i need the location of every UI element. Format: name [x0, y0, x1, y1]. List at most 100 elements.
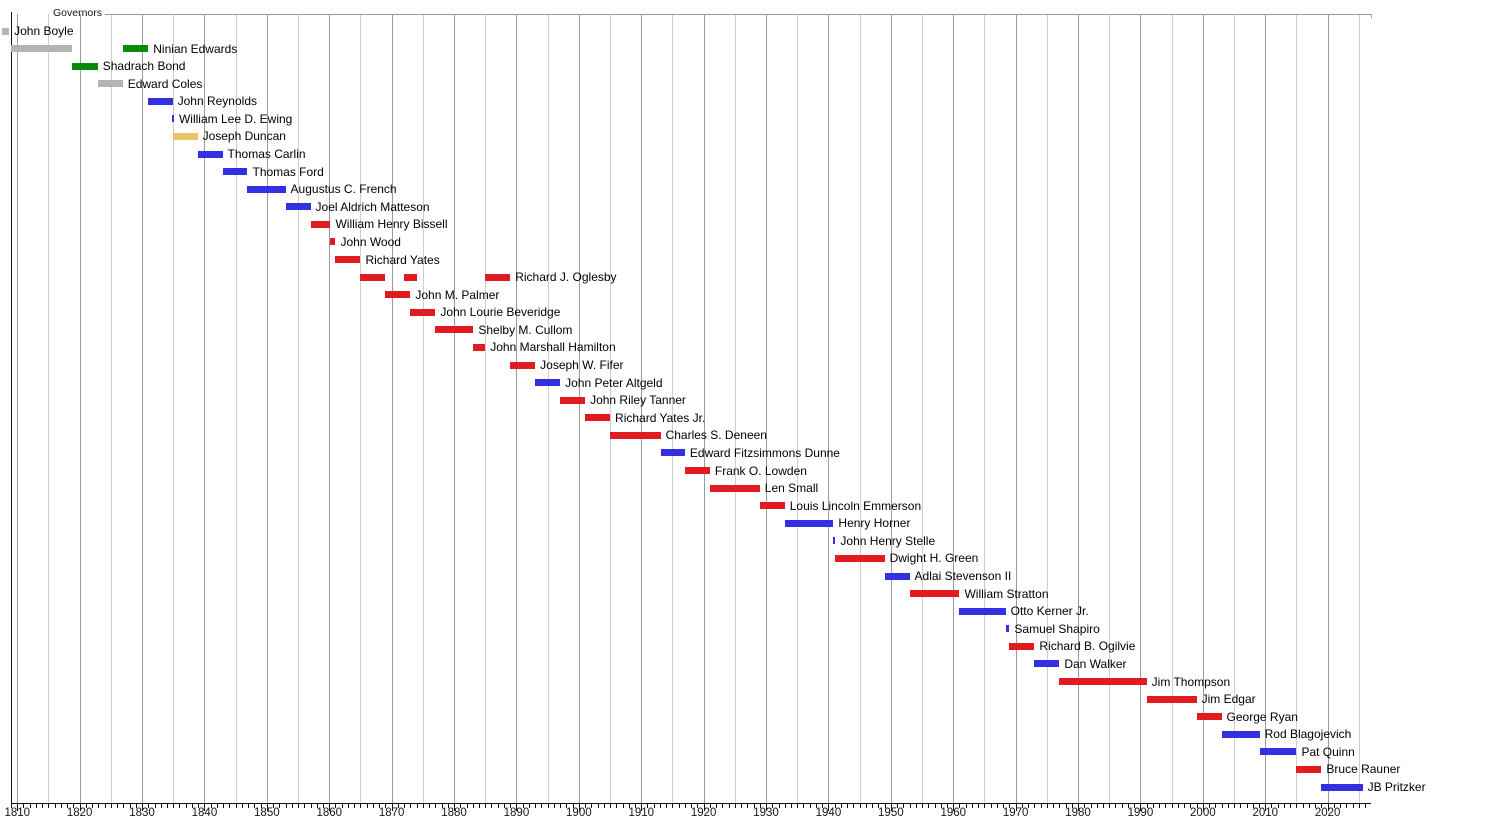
- axis-tick-label: 1930: [753, 807, 779, 819]
- timeline-bar: [172, 132, 198, 140]
- axis-tick-minor: [291, 804, 293, 808]
- axis-tick-minor: [104, 804, 106, 808]
- governor-label: Richard Yates: [365, 252, 440, 267]
- grid-line-minor: [547, 14, 549, 803]
- axis-tick-major: [953, 804, 955, 811]
- governor-label: Len Small: [764, 481, 819, 496]
- grid-line-major: [953, 14, 955, 803]
- governor-label: George Ryan: [1226, 709, 1298, 724]
- axis-tick-minor: [298, 804, 300, 808]
- axis-tick-minor: [347, 804, 349, 808]
- timeline-bar: [1259, 748, 1297, 756]
- plot-top-border: [105, 14, 1371, 15]
- timeline-bar: [1009, 642, 1035, 650]
- axis-tick-minor: [1109, 804, 1111, 808]
- grid-line-major: [454, 14, 456, 803]
- grid-line-major: [1202, 14, 1204, 803]
- axis-tick-major: [766, 804, 768, 811]
- axis-tick-minor: [535, 804, 537, 808]
- governor-label: JB Pritzker: [1367, 780, 1426, 795]
- axis-tick-minor: [597, 804, 599, 808]
- governor-label: Jim Thompson: [1151, 674, 1231, 689]
- axis-tick-major: [703, 804, 705, 811]
- axis-tick-minor: [29, 804, 31, 808]
- timeline-bar: [759, 502, 785, 510]
- timeline-bar: [404, 273, 417, 281]
- timeline-bar: [335, 256, 361, 264]
- axis-tick-minor: [422, 804, 424, 808]
- axis-tick-minor: [878, 804, 880, 808]
- axis-tick-minor: [410, 804, 412, 808]
- axis-tick-label: 1980: [1065, 807, 1091, 819]
- grid-line-major: [391, 14, 393, 803]
- timeline-bar: [784, 519, 834, 527]
- governor-label: William Stratton: [964, 586, 1049, 601]
- timeline-bar: [97, 80, 123, 88]
- axis-tick-minor: [1028, 804, 1030, 808]
- axis-tick-minor: [366, 804, 368, 808]
- governor-label: Bruce Rauner: [1326, 762, 1401, 777]
- axis-tick-label: 1900: [566, 807, 592, 819]
- axis-tick-major: [1015, 804, 1017, 811]
- axis-tick-minor: [778, 804, 780, 808]
- axis-tick-minor: [647, 804, 649, 808]
- axis-tick-minor: [797, 804, 799, 808]
- axis-tick-minor: [691, 804, 693, 808]
- axis-tick-minor: [697, 804, 699, 808]
- axis-tick-minor: [678, 804, 680, 808]
- governor-label: John Marshall Hamilton: [490, 340, 616, 355]
- axis-tick-label: 1940: [815, 807, 842, 819]
- governor-label: Jim Edgar: [1201, 692, 1256, 707]
- axis-tick-minor: [1333, 804, 1335, 808]
- axis-tick-major: [828, 804, 830, 811]
- governor-label: Richard J. Oglesby: [515, 270, 617, 285]
- axis-tick-major: [1202, 804, 1204, 811]
- axis-tick-minor: [1096, 804, 1098, 808]
- grid-line-major: [516, 14, 518, 803]
- governor-label: Pat Quinn: [1301, 744, 1355, 759]
- axis-tick-minor: [92, 804, 94, 808]
- axis-tick-minor: [1240, 804, 1242, 808]
- axis-tick-label: 1920: [690, 807, 717, 819]
- axis-tick-label: 1840: [191, 807, 218, 819]
- axis-tick-minor: [23, 804, 25, 808]
- axis-tick-minor: [148, 804, 150, 808]
- axis-tick-minor: [722, 804, 724, 808]
- axis-tick-minor: [984, 804, 986, 808]
- axis-tick-minor: [947, 804, 948, 808]
- timeline-bar: [959, 607, 1006, 615]
- axis-tick-label: 1950: [878, 807, 904, 819]
- axis-tick-minor: [934, 804, 936, 808]
- axis-tick-minor: [971, 804, 973, 808]
- axis-tick-minor: [734, 804, 736, 808]
- axis-tick-minor: [472, 804, 474, 808]
- axis-tick-minor: [1252, 804, 1254, 808]
- axis-tick-major: [17, 804, 19, 811]
- grid-line-minor: [1046, 14, 1048, 803]
- axis-tick-minor: [909, 804, 911, 808]
- axis-tick-minor: [229, 804, 231, 808]
- axis-tick-minor: [1040, 804, 1042, 808]
- axis-tick-major: [890, 804, 892, 811]
- governor-label: John Riley Tanner: [590, 393, 686, 408]
- axis-tick-minor: [928, 804, 930, 808]
- governor-label: Augustus C. French: [290, 182, 397, 197]
- axis-tick-minor: [98, 804, 100, 808]
- grid-line-minor: [485, 14, 487, 803]
- axis-tick-minor: [254, 804, 256, 808]
- axis-tick-minor: [479, 804, 480, 808]
- axis-tick-minor: [1246, 804, 1248, 808]
- axis-tick-minor: [915, 804, 917, 808]
- axis-tick-minor: [416, 804, 418, 808]
- axis-tick-minor: [179, 804, 181, 808]
- axis-tick-major: [578, 804, 580, 811]
- timeline-bar: [147, 97, 173, 105]
- grid-line-minor: [922, 14, 924, 803]
- governor-label: John M. Palmer: [415, 287, 500, 302]
- axis-tick-minor: [1221, 804, 1223, 808]
- axis-tick-label: 1890: [503, 807, 530, 819]
- axis-tick-minor: [173, 804, 175, 808]
- axis-tick-minor: [11, 804, 12, 808]
- timeline-bar: [222, 168, 248, 176]
- grid-line-minor: [1109, 14, 1111, 803]
